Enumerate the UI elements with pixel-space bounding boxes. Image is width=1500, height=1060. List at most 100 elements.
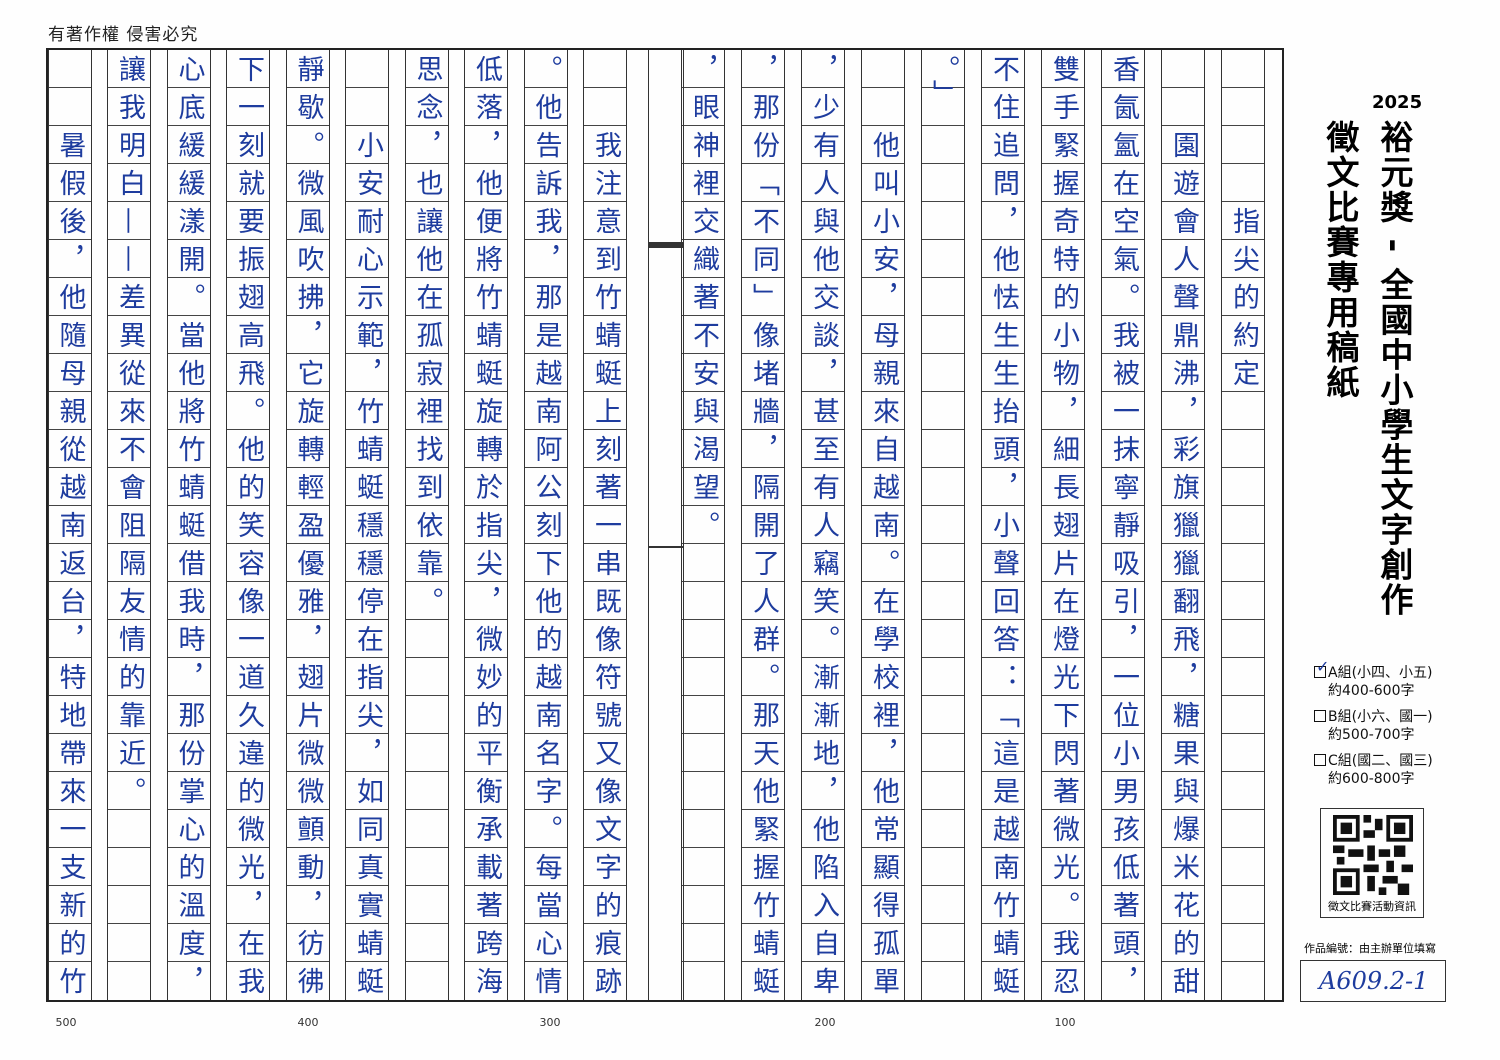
grid-cell <box>584 392 626 430</box>
grid-cell <box>1042 734 1084 772</box>
grid-cell <box>227 886 269 924</box>
grid-cell <box>48 430 91 468</box>
grid-cell <box>922 164 964 202</box>
grid-cell <box>1222 886 1264 924</box>
grid-cell <box>167 430 210 468</box>
grid-cell <box>682 848 724 886</box>
grid-cell <box>1042 544 1084 582</box>
grid-cell <box>1222 772 1264 810</box>
grid-cell <box>1102 126 1144 164</box>
grid-cell <box>524 278 567 316</box>
grid-cell <box>682 582 724 620</box>
work-number-label: 作品編號：由主辦單位填寫 <box>1304 942 1436 955</box>
grid-cell <box>227 164 269 202</box>
grid-cell <box>1042 88 1084 126</box>
grid-cell <box>405 848 448 886</box>
grid-cell <box>862 886 904 924</box>
grid-cell <box>108 810 150 848</box>
grid-cell <box>465 430 507 468</box>
grid-cell <box>802 88 844 126</box>
grid-cell <box>465 810 507 848</box>
grid-cell <box>1162 278 1204 316</box>
grid-cell <box>1042 240 1084 278</box>
grid-cell <box>1222 810 1264 848</box>
essay-column-text: 心底緩緩漾開。當他將竹蜻蜓借我時，那份掌心的溫度， <box>173 55 205 1000</box>
grid-cell <box>862 468 904 506</box>
side-panel: 2025 裕元獎 - 全國中小學生文字創作 徵文比賽專用稿紙 ✓ A組(小四、小五… <box>1292 80 1492 1020</box>
grid-cell <box>286 810 329 848</box>
char-count-500: 500 <box>55 1016 77 1029</box>
grid-cell <box>922 354 964 392</box>
grid-cell <box>108 924 150 962</box>
essay-column-text: 讓我明白——差異從來不會阻隔友情的靠近。 <box>114 55 145 815</box>
grid-cell <box>346 354 388 392</box>
grid-cell <box>465 278 507 316</box>
grid-cell <box>286 506 329 544</box>
essay-column-text: 不住追問，他怯生生抬頭，小聲回答：「這是越南竹蜻蜓 <box>988 55 1019 1000</box>
grid-cell <box>862 430 904 468</box>
grid-cell <box>1102 392 1144 430</box>
grid-cell <box>1102 734 1144 772</box>
grid-cell <box>862 240 904 278</box>
grid-cell <box>227 848 269 886</box>
grid-cell <box>1162 810 1204 848</box>
grid-cell <box>584 468 626 506</box>
grid-cell <box>167 316 210 354</box>
grid-cell <box>465 886 507 924</box>
grid-cell <box>922 924 964 962</box>
grid-cell <box>167 354 210 392</box>
grid-cell <box>108 88 150 126</box>
grid-cell <box>922 202 964 240</box>
grid-cell <box>682 278 724 316</box>
grid-cell <box>682 620 724 658</box>
grid-cell <box>167 582 210 620</box>
essay-column-grid <box>861 50 905 1000</box>
grid-cell <box>584 734 626 772</box>
grid-cell <box>682 544 724 582</box>
grid-cell <box>862 810 904 848</box>
grid-cell <box>584 658 626 696</box>
grid-cell <box>1042 468 1084 506</box>
grid-cell <box>682 50 724 88</box>
essay-column-grid <box>345 50 389 1000</box>
checkbox-c[interactable] <box>1314 754 1326 766</box>
grid-cell <box>108 126 150 164</box>
grid-cell <box>1162 620 1204 658</box>
grid-cell <box>1042 506 1084 544</box>
char-count-100: 100 <box>1054 1016 1076 1029</box>
grid-cell <box>286 88 329 126</box>
grid-cell <box>167 620 210 658</box>
group-option-a[interactable]: ✓ A組(小四、小五) 約400-600字 <box>1314 658 1433 700</box>
grid-cell <box>346 810 388 848</box>
essay-column-grid <box>1221 50 1265 1000</box>
grid-cell <box>742 886 784 924</box>
grid-cell <box>682 886 724 924</box>
checkbox-a[interactable]: ✓ <box>1314 658 1329 678</box>
grid-cell <box>48 886 91 924</box>
grid-cell <box>405 544 448 582</box>
grid-cell <box>922 506 964 544</box>
grid-cell <box>1162 164 1204 202</box>
essay-column-text: ，少有人與他交談，甚至有人竊笑。漸漸地，他陷入自卑 <box>808 55 839 1000</box>
essay-title: 指尖的約定 <box>1228 55 1259 397</box>
grid-cell <box>108 316 150 354</box>
grid-cell <box>227 696 269 734</box>
grid-cell <box>742 278 784 316</box>
grid-cell <box>465 582 507 620</box>
grid-cell <box>1102 772 1144 810</box>
grid-cell <box>982 848 1024 886</box>
essay-column-text: ，那份「不同」像堵牆，隔開了人群。那天他緊握竹蜻蜓 <box>748 55 779 1000</box>
grid-cell <box>1042 886 1084 924</box>
grid-cell <box>167 658 210 696</box>
checkbox-b[interactable] <box>1314 710 1326 722</box>
grid-cell <box>108 392 150 430</box>
grid-cell <box>862 316 904 354</box>
grid-cell <box>48 392 91 430</box>
group-option-c[interactable]: C組(國二、國三) 約600-800字 <box>1314 752 1433 788</box>
grid-cell <box>167 88 210 126</box>
grid-cell <box>108 164 150 202</box>
grid-cell <box>227 924 269 962</box>
qr-code[interactable]: 徵文比賽活動資訊 <box>1320 808 1424 918</box>
grid-cell <box>286 50 329 88</box>
group-option-b[interactable]: B組(小六、國一) 約500-700字 <box>1314 708 1433 744</box>
